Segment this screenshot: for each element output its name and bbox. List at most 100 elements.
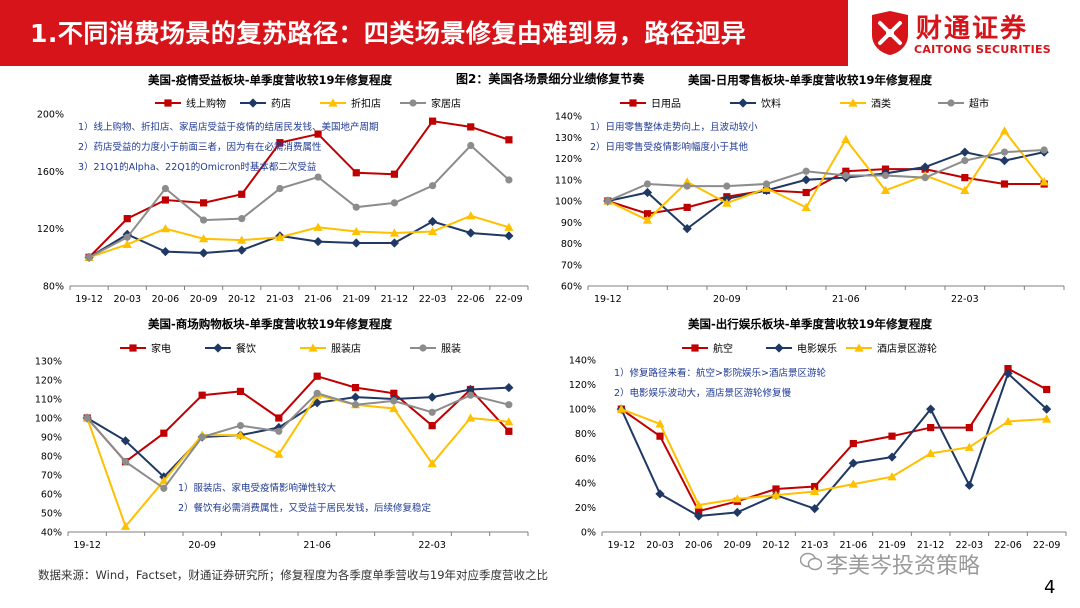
x-tick-label: 21-06 — [304, 294, 332, 305]
legend-marker-折扣店 — [328, 98, 338, 107]
data-point-家电 — [275, 414, 283, 422]
data-point-超市 — [604, 197, 612, 205]
data-point-线上购物 — [467, 123, 475, 131]
data-point-酒店景区游轮 — [1042, 414, 1052, 423]
x-tick-label: 20-09 — [713, 294, 741, 305]
legend-marker-日用品 — [629, 99, 637, 107]
data-point-饮料 — [801, 175, 811, 185]
series-line-电影娱乐 — [620, 371, 1048, 518]
x-tick-label: 20-06 — [152, 294, 180, 305]
chart-pandemic-beneficiary: 美国-疫情受益板块-单季度营收较19年修复程度 线上购物 药店 折扣店 家居店 80% 12… — [0, 70, 540, 310]
y-tick-label: 80% — [575, 429, 596, 440]
data-point-折扣店 — [275, 232, 285, 241]
x-tick-label: 21-09 — [342, 294, 370, 305]
data-point-酒类 — [880, 185, 891, 194]
data-point-航空 — [772, 485, 780, 493]
wechat-icon — [800, 552, 822, 571]
data-point-航空 — [965, 423, 973, 432]
series-line-服装 — [86, 392, 510, 490]
data-point-酒店景区游轮 — [616, 404, 626, 413]
legend-label-超市: 超市 — [969, 97, 989, 110]
data-point-家电 — [236, 387, 245, 395]
series-line-餐饮 — [86, 386, 509, 479]
data-point-航空 — [849, 439, 857, 448]
x-tick-label: 20-03 — [646, 540, 674, 551]
data-point-日用品 — [683, 203, 691, 211]
legend-label-家居店: 家居店 — [431, 97, 461, 110]
data-point-超市 — [723, 182, 731, 190]
company-emblem-icon — [872, 11, 908, 55]
chart-annotation: 2）餐饮有必需消费属性，又受益于居民发钱，后续修复稳定 — [178, 502, 432, 514]
data-point-餐饮 — [427, 392, 437, 402]
legend-label-服装店: 服装店 — [331, 342, 361, 355]
data-point-服装 — [313, 389, 321, 397]
x-tick-label: 20-12 — [228, 294, 256, 305]
y-tick-label: 160% — [37, 167, 64, 178]
data-point-家电 — [313, 372, 321, 380]
data-point-家居店 — [505, 176, 513, 184]
y-tick-label: 140% — [555, 112, 582, 123]
series-line-药店 — [88, 220, 509, 259]
data-point-折扣店 — [160, 224, 171, 233]
legend-label-家电: 家电 — [151, 342, 171, 355]
data-point-超市 — [921, 174, 929, 182]
legend-label-酒类: 酒类 — [871, 97, 891, 110]
page-number: 4 — [1044, 577, 1056, 598]
x-tick-label: 19-12 — [75, 294, 103, 305]
y-tick-label: 80% — [561, 239, 582, 250]
data-point-家电 — [198, 391, 206, 399]
data-point-酒店景区游轮 — [964, 442, 974, 451]
data-point-服装店 — [120, 521, 131, 530]
data-point-酒店景区游轮 — [810, 486, 820, 496]
data-point-日用品 — [643, 210, 652, 218]
series-line-折扣店 — [88, 214, 510, 259]
legend-marker-餐饮 — [213, 343, 223, 353]
y-tick-label: 110% — [35, 395, 62, 406]
y-tick-label: 100% — [569, 405, 596, 416]
data-point-折扣店 — [389, 228, 400, 237]
data-point-药店 — [389, 238, 400, 248]
data-point-电影娱乐 — [964, 480, 974, 490]
data-point-酒店景区游轮 — [771, 490, 781, 499]
data-point-家居店 — [467, 141, 475, 150]
data-point-服装店 — [159, 476, 169, 485]
data-point-线上购物 — [199, 199, 208, 207]
legend-marker-线上购物 — [164, 99, 172, 107]
data-point-家电 — [390, 389, 398, 397]
data-point-超市 — [1040, 146, 1048, 154]
y-tick-label: 120% — [37, 224, 64, 235]
x-tick-label: 22-06 — [994, 540, 1022, 551]
chart-annotation: 1）线上购物、折扣店、家居店受益于疫情的结居民发钱、美国地产周期 — [78, 121, 379, 133]
data-point-家居店 — [390, 199, 399, 207]
data-point-酒店景区游轮 — [848, 479, 858, 488]
chart-travel-entertainment: 美国-出行娱乐板块-单季度营收较19年修复程度 航空 电影娱乐 酒店景区游轮 0% 20%… — [540, 316, 1080, 556]
x-tick-label: 20-09 — [724, 540, 752, 551]
legend-label-餐饮: 餐饮 — [236, 342, 256, 355]
data-point-服装店 — [389, 403, 399, 413]
x-tick-label: 20-09 — [188, 540, 216, 551]
data-point-线上购物 — [123, 215, 131, 223]
slide-title: 1.不同消费场景的复苏路径：四类场景修复由难到易，路径迥异 — [30, 19, 747, 48]
c2-title: 美国-日用零售板块-单季度营收较19年修复程度 — [688, 73, 933, 87]
c4-title: 美国-出行娱乐板块-单季度营收较19年修复程度 — [688, 317, 933, 331]
legend-marker-服装店 — [308, 343, 318, 352]
y-tick-label: 100% — [35, 414, 62, 425]
c3-title: 美国-商场购物板块-单季度营收较19年修复程度 — [148, 317, 393, 331]
y-tick-label: 90% — [41, 433, 62, 444]
x-tick-label: 22-03 — [419, 294, 447, 305]
data-point-服装 — [121, 458, 130, 466]
x-tick-label: 21-06 — [303, 540, 331, 551]
x-tick-label: 19-12 — [594, 294, 622, 305]
legend-label-折扣店: 折扣店 — [351, 97, 381, 110]
series-line-家电 — [86, 375, 510, 464]
y-tick-label: 20% — [575, 503, 596, 514]
x-tick-label: 21-12 — [381, 294, 409, 305]
data-point-药店 — [504, 231, 514, 241]
data-point-电影娱乐 — [1003, 368, 1013, 379]
legend-label-药店: 药店 — [271, 97, 291, 110]
data-point-折扣店 — [466, 211, 476, 220]
y-tick-label: 140% — [569, 356, 596, 367]
